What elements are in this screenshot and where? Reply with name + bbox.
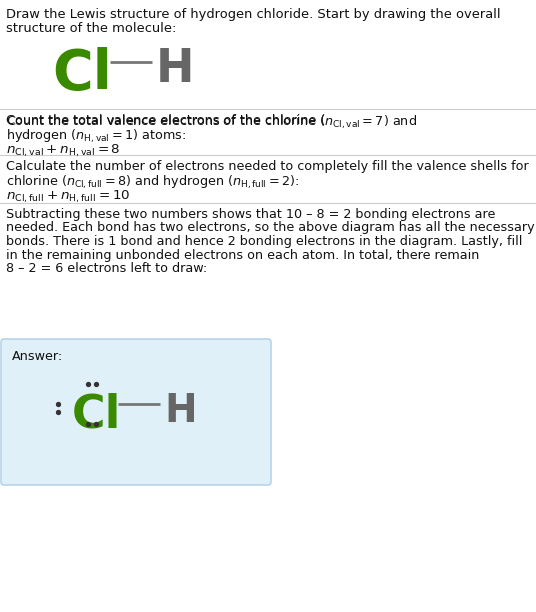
Text: H: H xyxy=(164,392,197,430)
Text: Draw the Lewis structure of hydrogen chloride. Start by drawing the overall: Draw the Lewis structure of hydrogen chl… xyxy=(6,8,501,21)
Text: Answer:: Answer: xyxy=(12,350,63,363)
Text: 8 – 2 = 6 electrons left to draw:: 8 – 2 = 6 electrons left to draw: xyxy=(6,262,207,275)
Text: Cl: Cl xyxy=(72,392,121,437)
Text: hydrogen ($n_{\mathrm{H,val}} = 1$) atoms:: hydrogen ($n_{\mathrm{H,val}} = 1$) atom… xyxy=(6,127,186,144)
Text: Calculate the number of electrons needed to completely fill the valence shells f: Calculate the number of electrons needed… xyxy=(6,160,528,173)
Text: structure of the molecule:: structure of the molecule: xyxy=(6,21,176,34)
Text: Subtracting these two numbers shows that 10 – 8 = 2 bonding electrons are: Subtracting these two numbers shows that… xyxy=(6,208,495,221)
Text: Cl: Cl xyxy=(52,47,111,101)
Text: Count the total valence electrons of the chlorine ($n_{\mathrm{Cl,val}} = 7$) an: Count the total valence electrons of the… xyxy=(6,114,417,132)
Text: needed. Each bond has two electrons, so the above diagram has all the necessary: needed. Each bond has two electrons, so … xyxy=(6,222,534,234)
Text: $n_{\mathrm{Cl,full}} + n_{\mathrm{H,full}} = 10$: $n_{\mathrm{Cl,full}} + n_{\mathrm{H,ful… xyxy=(6,189,130,206)
Text: Count the total valence electrons of the chlorine (: Count the total valence electrons of the… xyxy=(6,114,325,127)
Text: H: H xyxy=(156,47,195,92)
Text: $n_{\mathrm{Cl,val}} + n_{\mathrm{H,val}} = 8$: $n_{\mathrm{Cl,val}} + n_{\mathrm{H,val}… xyxy=(6,143,121,159)
Text: in the remaining unbonded electrons on each atom. In total, there remain: in the remaining unbonded electrons on e… xyxy=(6,248,479,261)
FancyBboxPatch shape xyxy=(1,339,271,485)
Text: chlorine ($n_{\mathrm{Cl,full}} = 8$) and hydrogen ($n_{\mathrm{H,full}} = 2$):: chlorine ($n_{\mathrm{Cl,full}} = 8$) an… xyxy=(6,173,300,191)
Text: bonds. There is 1 bond and hence 2 bonding electrons in the diagram. Lastly, fil: bonds. There is 1 bond and hence 2 bondi… xyxy=(6,235,523,248)
